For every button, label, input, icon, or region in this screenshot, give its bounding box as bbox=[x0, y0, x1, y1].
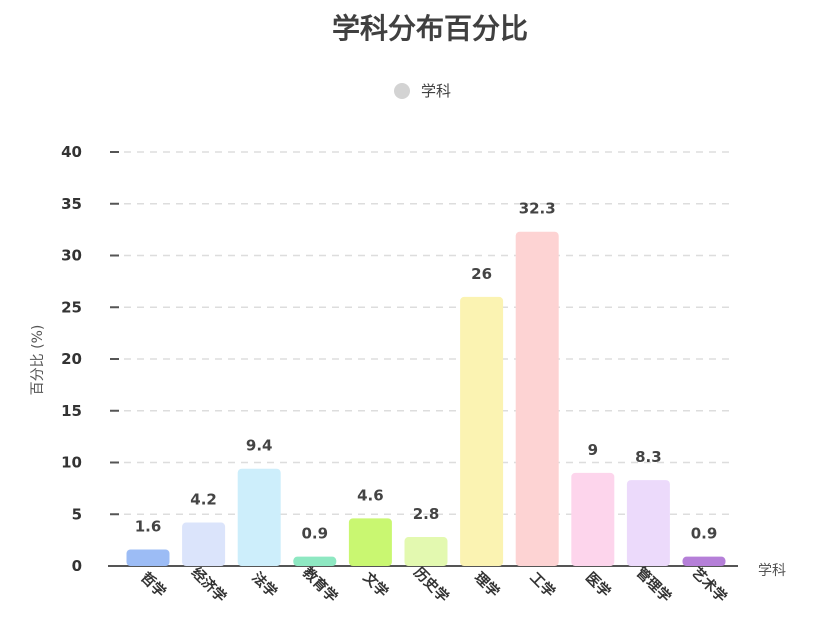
value-label: 8.3 bbox=[635, 448, 662, 466]
y-tick-label: 10 bbox=[61, 454, 82, 472]
bar-工学[interactable] bbox=[515, 231, 559, 566]
chart-title: 学科分布百分比 bbox=[332, 12, 528, 45]
y-tick-label: 25 bbox=[61, 298, 82, 316]
x-tick-label: 工学 bbox=[526, 569, 558, 601]
bar-哲学[interactable] bbox=[126, 549, 170, 566]
bar-艺术学[interactable] bbox=[682, 556, 726, 566]
x-axis-title: 学科 bbox=[758, 563, 786, 579]
value-label: 9.4 bbox=[246, 437, 273, 455]
value-label: 0.9 bbox=[302, 525, 329, 543]
y-tick-label: 15 bbox=[61, 402, 82, 420]
value-label: 0.9 bbox=[691, 525, 718, 543]
x-tick-label: 经济学 bbox=[188, 564, 230, 606]
bar-医学[interactable] bbox=[571, 472, 615, 566]
value-label: 26 bbox=[471, 265, 492, 283]
y-tick-label: 20 bbox=[61, 350, 82, 368]
value-label: 4.2 bbox=[190, 491, 217, 509]
bars bbox=[126, 231, 726, 566]
bar-经济学[interactable] bbox=[182, 522, 226, 566]
legend-label: 学科 bbox=[421, 82, 451, 100]
bar-教育学[interactable] bbox=[293, 556, 337, 566]
value-label: 4.6 bbox=[357, 486, 384, 504]
gridlines bbox=[124, 151, 732, 515]
x-tick-label: 法学 bbox=[248, 569, 280, 601]
y-axis-title: 百分比 (%) bbox=[30, 325, 46, 396]
bar-历史学[interactable] bbox=[404, 537, 448, 566]
value-labels: 1.6 4.2 9.4 0.9 4.6 2.8 26 32.3 9 8.3 0.9 bbox=[135, 200, 718, 543]
x-tick-label: 文学 bbox=[360, 569, 392, 601]
value-label: 1.6 bbox=[135, 517, 162, 535]
legend-marker bbox=[394, 83, 410, 99]
y-tick-label: 40 bbox=[61, 143, 82, 161]
y-tick-label: 30 bbox=[61, 247, 82, 265]
y-tick-label: 5 bbox=[72, 505, 82, 523]
x-tick-label: 教育学 bbox=[299, 564, 341, 606]
y-axis: 0 5 10 15 20 25 30 35 40 bbox=[61, 143, 119, 575]
y-tick-label: 35 bbox=[61, 195, 82, 213]
value-label: 2.8 bbox=[413, 505, 440, 523]
x-tick-label: 理学 bbox=[471, 569, 503, 601]
value-label: 32.3 bbox=[519, 200, 556, 218]
x-tick-label: 医学 bbox=[582, 569, 614, 601]
bar-管理学[interactable] bbox=[626, 480, 670, 566]
bar-文学[interactable] bbox=[348, 518, 392, 566]
x-tick-label: 历史学 bbox=[410, 564, 452, 606]
x-tick-label: 管理学 bbox=[633, 564, 675, 606]
x-tick-label: 艺术学 bbox=[688, 564, 730, 606]
x-axis-categories: 哲学 经济学 法学 教育学 文学 历史学 理学 工学 医学 管理学 艺术学 bbox=[137, 564, 730, 606]
bar-法学[interactable] bbox=[237, 468, 281, 566]
bar-理学[interactable] bbox=[460, 296, 504, 566]
value-label: 9 bbox=[588, 441, 598, 459]
y-tick-label: 0 bbox=[72, 557, 82, 575]
x-tick-label: 哲学 bbox=[137, 569, 169, 601]
legend[interactable]: 学科 bbox=[394, 82, 451, 100]
